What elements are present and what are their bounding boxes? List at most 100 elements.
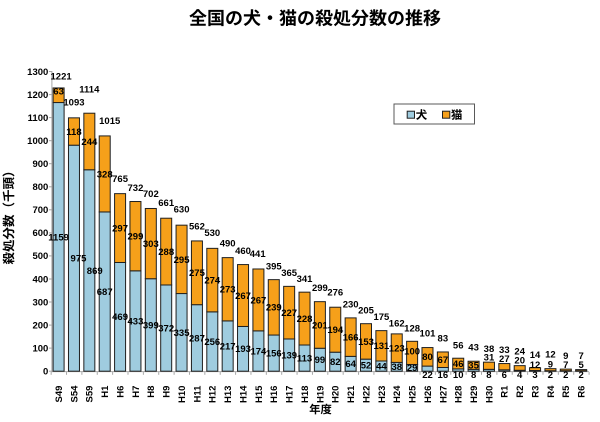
svg-text:2: 2 bbox=[563, 370, 568, 381]
svg-text:490: 490 bbox=[220, 239, 236, 250]
svg-text:H20: H20 bbox=[331, 386, 342, 403]
svg-text:3: 3 bbox=[532, 370, 537, 381]
svg-text:205: 205 bbox=[358, 306, 375, 317]
svg-text:14: 14 bbox=[530, 350, 541, 361]
svg-text:22: 22 bbox=[422, 370, 433, 381]
svg-text:H30: H30 bbox=[484, 386, 495, 403]
svg-text:275: 275 bbox=[189, 268, 206, 279]
svg-text:123: 123 bbox=[389, 344, 405, 355]
svg-text:194: 194 bbox=[327, 325, 344, 336]
svg-text:44: 44 bbox=[376, 362, 387, 373]
svg-text:288: 288 bbox=[158, 247, 174, 258]
svg-text:H6: H6 bbox=[115, 386, 126, 398]
svg-text:273: 273 bbox=[220, 285, 236, 296]
svg-text:67: 67 bbox=[438, 355, 449, 366]
svg-text:113: 113 bbox=[297, 354, 312, 365]
svg-text:R3: R3 bbox=[530, 386, 541, 398]
svg-text:2: 2 bbox=[548, 370, 553, 381]
svg-text:H16: H16 bbox=[269, 386, 280, 403]
svg-text:303: 303 bbox=[143, 239, 159, 250]
svg-text:687: 687 bbox=[97, 287, 113, 298]
svg-text:H24: H24 bbox=[392, 385, 403, 403]
svg-text:328: 328 bbox=[97, 169, 113, 180]
svg-text:469: 469 bbox=[112, 312, 128, 323]
svg-text:R2: R2 bbox=[515, 386, 526, 398]
svg-text:83: 83 bbox=[438, 334, 449, 345]
svg-text:530: 530 bbox=[204, 228, 220, 239]
svg-text:562: 562 bbox=[189, 221, 205, 232]
svg-text:1159: 1159 bbox=[48, 232, 69, 243]
svg-text:7: 7 bbox=[579, 351, 584, 362]
svg-text:139: 139 bbox=[281, 350, 297, 361]
svg-text:128: 128 bbox=[404, 324, 420, 335]
svg-text:1200: 1200 bbox=[27, 90, 48, 101]
svg-text:1093: 1093 bbox=[63, 98, 84, 109]
svg-text:166: 166 bbox=[343, 333, 359, 344]
svg-text:256: 256 bbox=[204, 337, 220, 348]
svg-text:201: 201 bbox=[312, 320, 329, 331]
svg-text:5: 5 bbox=[579, 360, 585, 371]
svg-text:0: 0 bbox=[43, 367, 48, 378]
svg-text:276: 276 bbox=[327, 288, 343, 299]
svg-text:1114: 1114 bbox=[79, 85, 100, 96]
svg-text:131: 131 bbox=[373, 341, 390, 352]
svg-text:H11: H11 bbox=[192, 385, 203, 403]
svg-text:800: 800 bbox=[32, 182, 48, 193]
svg-text:6: 6 bbox=[502, 370, 507, 381]
svg-text:H26: H26 bbox=[423, 386, 434, 403]
svg-text:24: 24 bbox=[514, 347, 525, 358]
svg-text:16: 16 bbox=[438, 370, 449, 381]
svg-text:56: 56 bbox=[453, 341, 464, 352]
svg-text:1300: 1300 bbox=[27, 67, 48, 78]
svg-text:8: 8 bbox=[471, 370, 476, 381]
svg-text:38: 38 bbox=[484, 344, 495, 355]
svg-text:702: 702 bbox=[143, 189, 159, 200]
svg-text:H21: H21 bbox=[346, 385, 357, 403]
svg-text:H8: H8 bbox=[146, 386, 157, 398]
svg-text:H27: H27 bbox=[438, 386, 449, 403]
svg-text:297: 297 bbox=[112, 223, 128, 234]
svg-text:100: 100 bbox=[404, 346, 420, 357]
svg-text:118: 118 bbox=[66, 127, 81, 138]
svg-text:46: 46 bbox=[453, 359, 464, 370]
svg-text:287: 287 bbox=[189, 333, 205, 344]
svg-text:33: 33 bbox=[499, 345, 510, 356]
svg-text:700: 700 bbox=[32, 205, 48, 216]
svg-text:267: 267 bbox=[235, 291, 251, 302]
svg-text:661: 661 bbox=[158, 198, 175, 209]
svg-text:H19: H19 bbox=[315, 386, 326, 403]
svg-text:H17: H17 bbox=[285, 386, 296, 403]
svg-text:12: 12 bbox=[530, 360, 541, 371]
svg-text:230: 230 bbox=[343, 300, 359, 311]
svg-text:20: 20 bbox=[514, 356, 525, 367]
svg-text:244: 244 bbox=[81, 137, 98, 148]
svg-text:31: 31 bbox=[484, 353, 495, 364]
svg-text:H12: H12 bbox=[208, 386, 219, 403]
svg-text:H22: H22 bbox=[361, 386, 372, 403]
svg-text:500: 500 bbox=[32, 251, 48, 262]
svg-text:399: 399 bbox=[143, 320, 159, 331]
svg-text:156: 156 bbox=[266, 349, 282, 360]
svg-text:1100: 1100 bbox=[28, 113, 49, 124]
svg-text:765: 765 bbox=[112, 174, 129, 185]
svg-text:174: 174 bbox=[250, 346, 267, 357]
svg-text:S59: S59 bbox=[85, 386, 96, 403]
svg-text:S54: S54 bbox=[69, 385, 80, 403]
svg-text:8: 8 bbox=[486, 370, 491, 381]
svg-text:441: 441 bbox=[250, 249, 267, 260]
svg-text:239: 239 bbox=[266, 303, 282, 314]
svg-text:869: 869 bbox=[87, 266, 103, 277]
svg-text:H18: H18 bbox=[300, 386, 311, 403]
svg-text:400: 400 bbox=[32, 274, 48, 285]
svg-text:H25: H25 bbox=[408, 385, 419, 403]
svg-text:H23: H23 bbox=[377, 386, 388, 403]
svg-text:365: 365 bbox=[281, 268, 298, 279]
svg-text:9: 9 bbox=[563, 351, 568, 362]
svg-text:101: 101 bbox=[420, 329, 437, 340]
svg-text:299: 299 bbox=[312, 283, 328, 294]
svg-text:341: 341 bbox=[297, 274, 314, 285]
svg-text:732: 732 bbox=[128, 183, 144, 194]
svg-text:29: 29 bbox=[407, 363, 418, 374]
svg-text:433: 433 bbox=[128, 316, 144, 327]
svg-text:12: 12 bbox=[545, 350, 556, 361]
